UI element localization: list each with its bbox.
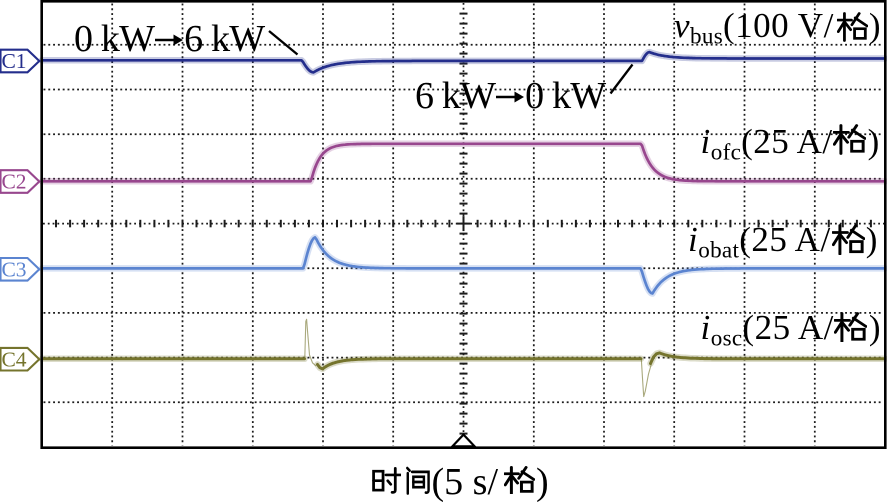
svg-text:C2: C2	[1, 170, 26, 194]
svg-text:C3: C3	[1, 258, 26, 282]
svg-text:C1: C1	[1, 49, 26, 73]
svg-text:C4: C4	[1, 347, 26, 371]
